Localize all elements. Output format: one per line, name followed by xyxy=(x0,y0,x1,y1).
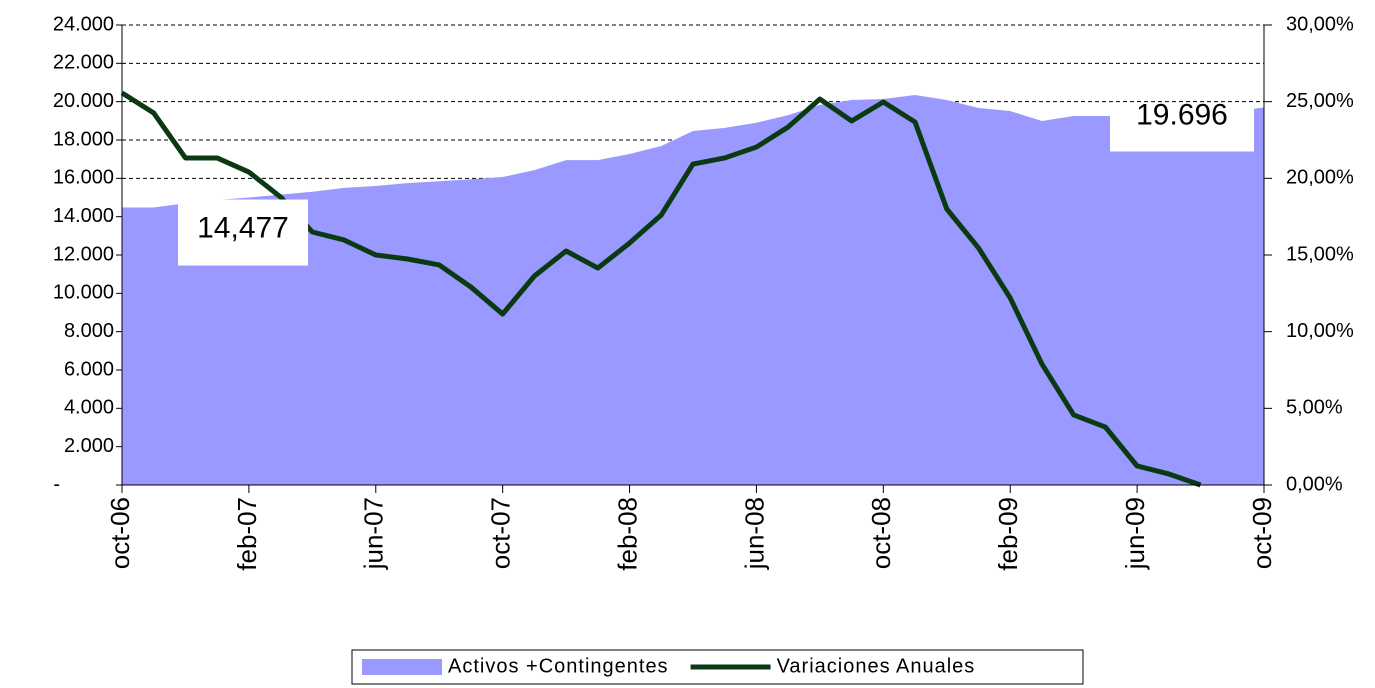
label-box xyxy=(178,199,308,266)
x-tick-label: jun-07 xyxy=(359,497,389,570)
y2-tick-label: 25,00% xyxy=(1286,90,1354,112)
x-tick-label: oct-08 xyxy=(866,497,896,569)
legend: Activos +Contingentes Variaciones Anuales xyxy=(351,649,1084,685)
y2-tick-label: 30,00% xyxy=(1286,13,1354,35)
x-tick-label: jun-08 xyxy=(739,497,769,570)
x-tick-label: oct-09 xyxy=(1247,497,1277,569)
area xyxy=(122,94,1264,485)
legend-label: Activos +Contingentes xyxy=(448,655,669,677)
legend-label: Variaciones Anuales xyxy=(777,655,976,677)
y-tick-label: 12.000 xyxy=(53,243,114,265)
y2-tick-label: 15,00% xyxy=(1286,243,1354,265)
data-label: 14,477 xyxy=(197,211,289,244)
y-tick-label: 2.000 xyxy=(64,435,114,457)
y-tick-label: 18.000 xyxy=(53,128,114,150)
y-tick-label: 10.000 xyxy=(53,282,114,304)
legend-swatch xyxy=(362,659,442,675)
y2-tick-label: 10,00% xyxy=(1286,320,1354,342)
y-tick-label: 24.000 xyxy=(53,13,114,35)
y-tick-label: 14.000 xyxy=(53,205,114,227)
x-tick-label: oct-06 xyxy=(105,497,135,569)
x-tick-label: feb-08 xyxy=(612,497,642,571)
x-tick-label: feb-07 xyxy=(232,497,262,571)
y2-tick-label: 5,00% xyxy=(1286,397,1343,419)
y-tick-label: 8.000 xyxy=(64,320,114,342)
y-tick-label: 6.000 xyxy=(64,358,114,380)
y2-tick-label: 20,00% xyxy=(1286,167,1354,189)
y-tick-label: 22.000 xyxy=(53,52,114,74)
y-tick-label: 16.000 xyxy=(53,167,114,189)
x-tick-label: feb-09 xyxy=(993,497,1023,571)
y-tick-label: 20.000 xyxy=(53,90,114,112)
x-tick-label: oct-07 xyxy=(486,497,516,569)
y-tick-label: 4.000 xyxy=(64,397,114,419)
y2-tick-label: 0,00% xyxy=(1286,473,1343,495)
x-tick-label: jun-09 xyxy=(1120,497,1150,570)
y-tick-label: - xyxy=(53,473,60,495)
data-label: 19.696 xyxy=(1136,98,1228,131)
label-box xyxy=(1110,102,1254,152)
